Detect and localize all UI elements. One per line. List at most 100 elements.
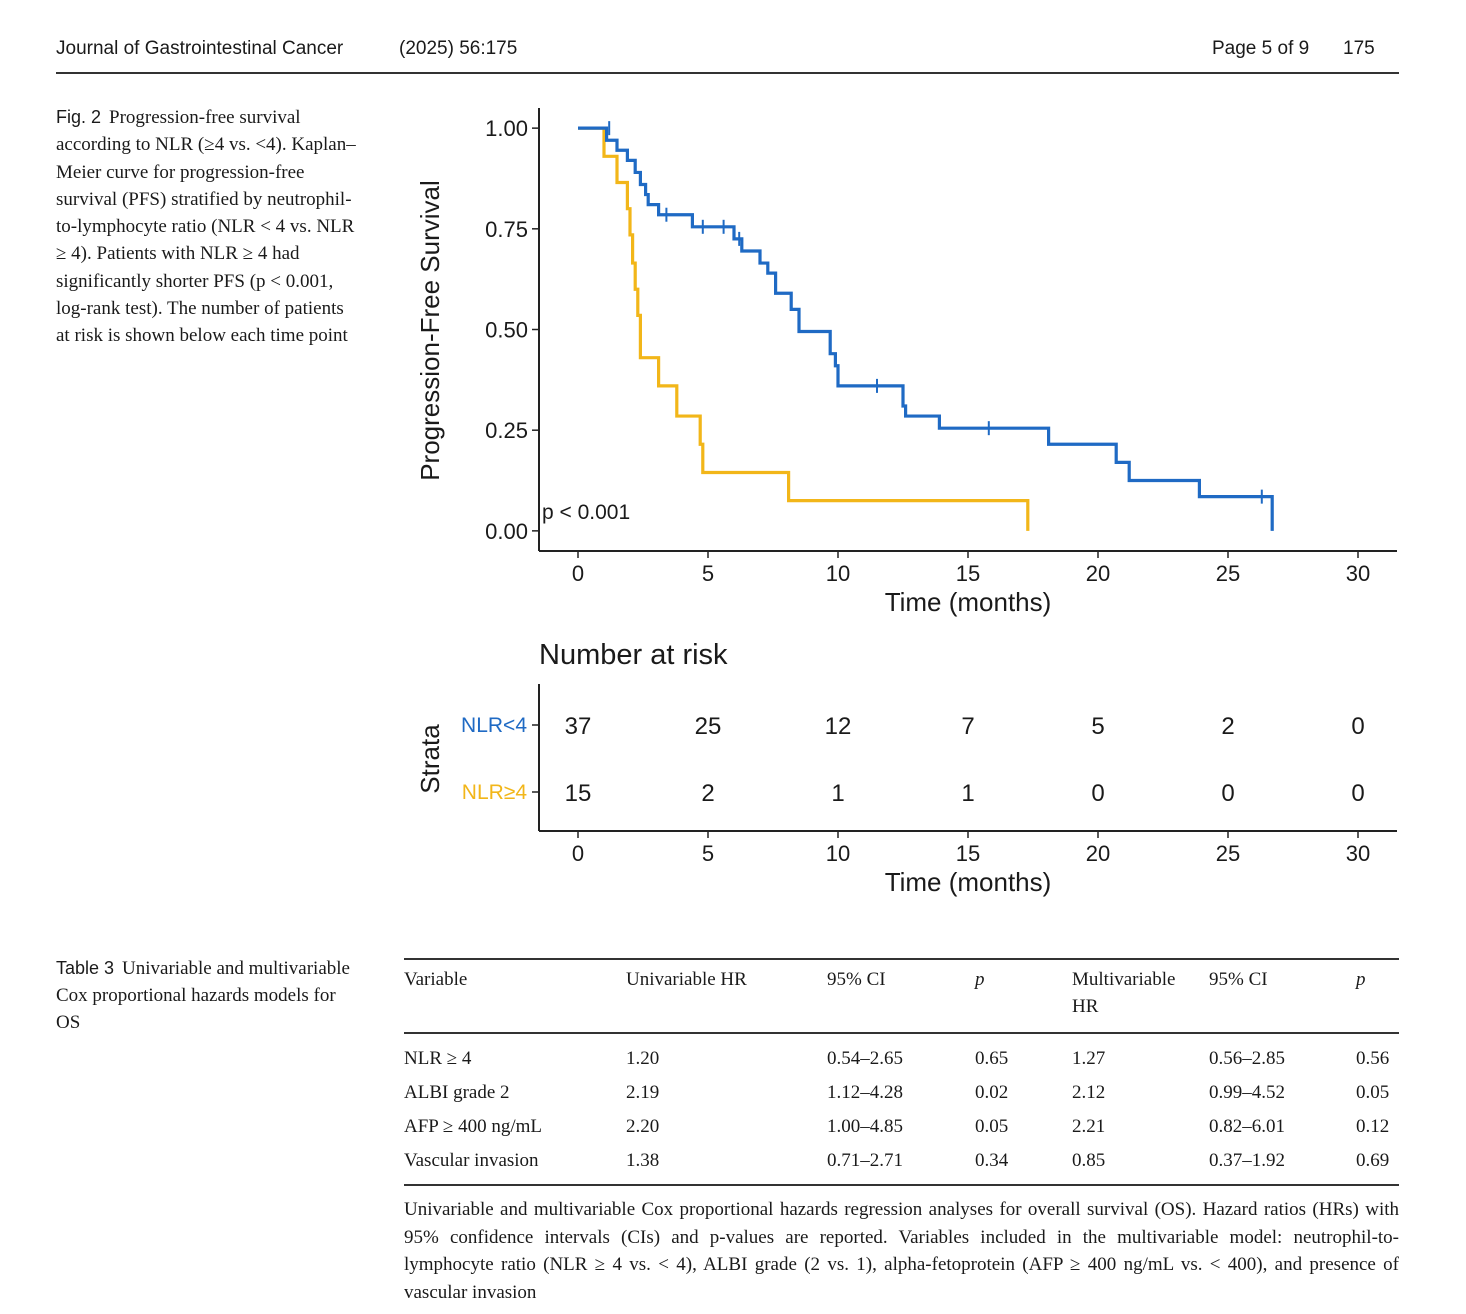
table-top-rule — [404, 958, 1399, 960]
table-caption-text: Univariable and multivariable Cox propor… — [56, 958, 350, 1033]
header-univariable-hr: Univariable HR — [626, 969, 747, 990]
x-tick-label: 10 — [826, 561, 850, 586]
x-tick-label: 30 — [1346, 561, 1370, 586]
y-tick-label: 0.00 — [485, 519, 528, 544]
table-row: AFP ≥ 400 ng/mL 2.20 1.00–4.85 0.05 2.21 0.82… — [404, 1110, 1399, 1144]
risk-count: 2 — [1221, 713, 1234, 740]
table-label: Table 3 — [56, 958, 115, 978]
risk-count: 25 — [695, 713, 722, 740]
table-cell: 0.65 — [975, 1048, 1009, 1069]
journal-name: Journal of Gastrointestinal Cancer — [56, 38, 344, 59]
y-axis-title: Progression-Free Survival — [415, 180, 445, 481]
x-tick-label: 25 — [1216, 561, 1240, 586]
risk-x-tick-label: 5 — [702, 841, 714, 866]
page-indicator: Page 5 of 9 — [1212, 38, 1310, 59]
y-tick-label: 0.25 — [485, 418, 528, 443]
table-cell: 1.27 — [1072, 1048, 1106, 1069]
table-cell: 0.85 — [1072, 1150, 1106, 1171]
risk-count: 1 — [961, 780, 974, 807]
risk-count: 37 — [565, 713, 592, 740]
header-multivariable-p: p — [1356, 969, 1366, 990]
table-bottom-rule — [404, 1184, 1399, 1186]
header-multivariable-hr: Multivariable HR — [1072, 969, 1176, 1017]
x-tick-label: 5 — [702, 561, 714, 586]
risk-count: 0 — [1351, 780, 1364, 807]
table-cell: 0.71–2.71 — [827, 1150, 903, 1171]
risk-x-axis-title: Time (months) — [885, 867, 1052, 897]
risk-count: 7 — [961, 713, 974, 740]
km-plot: 0.00 0.25 0.50 0.75 1.00 0 5 10 15 20 25 30 Time (mo… — [415, 108, 1397, 617]
p-value-annotation: p < 0.001 — [542, 501, 630, 524]
table-cell: 0.12 — [1356, 1116, 1390, 1137]
table-cell: 0.82–6.01 — [1209, 1116, 1285, 1137]
km-curve-NLR≥4 — [578, 126, 1030, 531]
table-cell: 1.20 — [626, 1048, 660, 1069]
y-tick-label: 0.50 — [485, 318, 528, 343]
risk-x-tick-label: 10 — [826, 841, 850, 866]
risk-x-tick-label: 20 — [1086, 841, 1110, 866]
table-row: Vascular invasion 1.38 0.71–2.71 0.34 0.85 0.… — [404, 1144, 1399, 1178]
table-row: NLR ≥ 4 1.20 0.54–2.65 0.65 1.27 0.56–2.85 0.5… — [404, 1042, 1399, 1076]
table-footnote: Univariable and multivariable Cox propor… — [404, 1199, 1399, 1303]
strata-title: Strata — [415, 724, 445, 794]
table-cell: Vascular invasion — [404, 1150, 539, 1171]
figure-caption-text: Progression-free survival according to N… — [56, 107, 356, 347]
table-cell: 0.54–2.65 — [827, 1048, 903, 1069]
table-cell: 0.37–1.92 — [1209, 1150, 1285, 1171]
table-cell: 1.12–4.28 — [827, 1082, 903, 1103]
header-univariable-ci: 95% CI — [827, 969, 886, 990]
table-cell: ALBI grade 2 — [404, 1082, 510, 1103]
cox-table: Variable Univariable HR 95% CI p Multiva… — [404, 958, 1399, 1186]
table-cell: 2.12 — [1072, 1082, 1106, 1103]
journal-issue: (2025) 56:175 — [399, 38, 518, 59]
table-cell: AFP ≥ 400 ng/mL — [404, 1116, 542, 1137]
table-cell: 1.00–4.85 — [827, 1116, 903, 1137]
risk-count: 0 — [1091, 780, 1104, 807]
table-cell: 2.21 — [1072, 1116, 1106, 1137]
table-row: ALBI grade 2 2.19 1.12–4.28 0.02 2.12 0.99–4.… — [404, 1076, 1399, 1110]
table-header-row: Variable Univariable HR 95% CI p Multiva… — [404, 960, 1399, 1024]
risk-count: 5 — [1091, 713, 1104, 740]
table-cell: 2.19 — [626, 1082, 660, 1103]
table-cell: 0.05 — [1356, 1082, 1390, 1103]
table-cell: 1.38 — [626, 1150, 660, 1171]
table-cell: NLR ≥ 4 — [404, 1048, 472, 1069]
risk-x-tick-label: 0 — [572, 841, 584, 866]
y-tick-label: 0.75 — [485, 217, 528, 242]
risk-count: 15 — [565, 780, 592, 807]
table-cell: 0.56 — [1356, 1048, 1390, 1069]
table-cell: 0.02 — [975, 1082, 1009, 1103]
header-univariable-p: p — [975, 969, 985, 990]
x-axis-title: Time (months) — [885, 587, 1052, 617]
table-cell: 0.56–2.85 — [1209, 1048, 1285, 1069]
article-number: 175 — [1343, 38, 1375, 59]
table-cell: 2.20 — [626, 1116, 660, 1137]
table-body: NLR ≥ 4 1.20 0.54–2.65 0.65 1.27 0.56–2.85 0.5… — [404, 1034, 1399, 1178]
risk-count: 12 — [825, 713, 852, 740]
risk-count: 0 — [1351, 713, 1364, 740]
x-tick-label: 15 — [956, 561, 980, 586]
header-multivariable-ci: 95% CI — [1209, 969, 1268, 990]
table-cell: 0.99–4.52 — [1209, 1082, 1285, 1103]
risk-count: 2 — [701, 780, 714, 807]
risk-table-title: Number at risk — [539, 639, 728, 671]
strata-label: NLR<4 — [461, 714, 527, 737]
figure-label: Fig. 2 — [56, 107, 102, 127]
km-curve-NLR<4 — [578, 126, 1274, 531]
table-cell: 0.69 — [1356, 1150, 1390, 1171]
risk-x-tick-label: 15 — [956, 841, 980, 866]
table-header-rule — [404, 1032, 1399, 1034]
y-tick-label: 1.00 — [485, 116, 528, 141]
risk-x-tick-label: 30 — [1346, 841, 1370, 866]
risk-count: 0 — [1221, 780, 1234, 807]
risk-x-tick-label: 25 — [1216, 841, 1240, 866]
x-tick-label: 0 — [572, 561, 584, 586]
strata-label: NLR≥4 — [462, 781, 528, 804]
table-cell: 0.05 — [975, 1116, 1009, 1137]
table-cell: 0.34 — [975, 1150, 1009, 1171]
running-header: Journal of Gastrointestinal Cancer (2025… — [56, 34, 1399, 74]
x-tick-label: 20 — [1086, 561, 1110, 586]
table-caption: Table 3 Univariable and multivariable Cox… — [56, 955, 356, 1036]
